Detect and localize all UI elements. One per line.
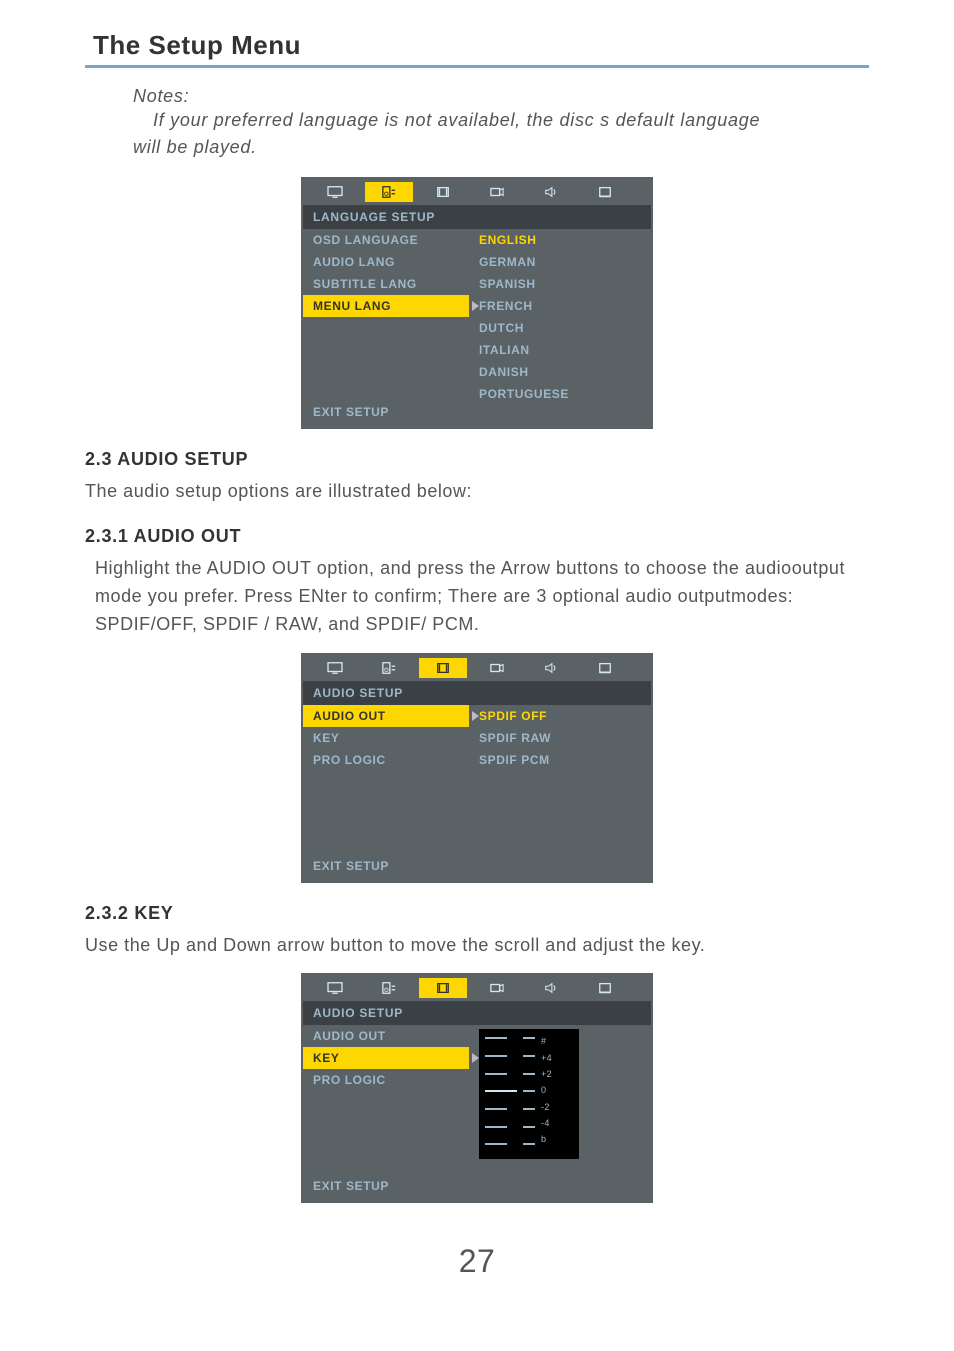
page-number: 27 bbox=[85, 1243, 869, 1280]
key-label: -4 bbox=[541, 1117, 552, 1129]
dolby-icon bbox=[419, 978, 467, 998]
key-tick bbox=[523, 1108, 535, 1110]
digital-icon bbox=[581, 658, 629, 678]
key-tick-current bbox=[485, 1090, 517, 1092]
menu-item[interactable]: PRO LOGIC bbox=[303, 1069, 469, 1091]
digital-icon bbox=[581, 978, 629, 998]
section-2-3-1-text: Highlight the AUDIO OUT option, and pres… bbox=[85, 555, 869, 639]
key-tick bbox=[485, 1055, 507, 1057]
menu-value[interactable]: DANISH bbox=[469, 361, 651, 383]
menu-value[interactable]: PORTUGUESE bbox=[469, 383, 651, 405]
video-icon bbox=[473, 658, 521, 678]
section-2-3-2: 2.3.2 KEY bbox=[85, 903, 869, 924]
menu-value-selected[interactable]: SPDIF OFF bbox=[469, 705, 651, 727]
key-labels: # +4 +2 0 -2 -4 b bbox=[541, 1035, 552, 1145]
menu-item[interactable]: AUDIO LANG bbox=[303, 251, 469, 273]
key-label: b bbox=[541, 1133, 552, 1145]
osd-menu-audio-out: AUDIO SETUP AUDIO OUT KEY PRO LOGIC EXIT… bbox=[301, 653, 653, 883]
dolby-icon bbox=[419, 658, 467, 678]
osd-menu-language: LANGUAGE SETUP OSD LANGUAGE AUDIO LANG S… bbox=[301, 177, 653, 429]
vol-icon bbox=[527, 978, 575, 998]
menu-value[interactable]: SPDIF RAW bbox=[469, 727, 651, 749]
key-ticks-2 bbox=[523, 1035, 535, 1145]
key-scale[interactable]: # +4 +2 0 -2 -4 b bbox=[479, 1029, 579, 1159]
section-2-3: 2.3 AUDIO SETUP bbox=[85, 449, 869, 470]
key-label: 0 bbox=[541, 1084, 552, 1096]
video-icon bbox=[473, 978, 521, 998]
key-tick bbox=[485, 1126, 507, 1128]
menu-right-key: # +4 +2 0 -2 -4 b bbox=[469, 1025, 651, 1201]
menu-item-selected[interactable]: AUDIO OUT bbox=[303, 705, 469, 727]
menu-title: AUDIO SETUP bbox=[303, 1001, 651, 1025]
key-tick bbox=[485, 1143, 507, 1145]
tab-row bbox=[303, 655, 651, 681]
vol-icon bbox=[527, 658, 575, 678]
key-tick bbox=[523, 1143, 535, 1145]
key-tick bbox=[485, 1037, 507, 1039]
menu-item[interactable]: OSD LANGUAGE bbox=[303, 229, 469, 251]
digital-icon bbox=[581, 182, 629, 202]
dolby-icon bbox=[419, 182, 467, 202]
key-label: -2 bbox=[541, 1101, 552, 1113]
menu-item[interactable]: PRO LOGIC bbox=[303, 749, 469, 771]
menu-item[interactable]: KEY bbox=[303, 727, 469, 749]
menu-value[interactable]: SPDIF PCM bbox=[469, 749, 651, 771]
menu-left: AUDIO OUT KEY PRO LOGIC EXIT SETUP bbox=[303, 705, 469, 881]
menu-title: LANGUAGE SETUP bbox=[303, 205, 651, 229]
notes-line2: will be played. bbox=[133, 134, 869, 161]
notes-block: Notes: If your preferred language is not… bbox=[85, 86, 869, 161]
section-2-3-1: 2.3.1 AUDIO OUT bbox=[85, 526, 869, 547]
key-tick bbox=[523, 1073, 535, 1075]
osd-menu-key: AUDIO SETUP AUDIO OUT KEY PRO LOGIC EXIT… bbox=[301, 973, 653, 1203]
menu-left: OSD LANGUAGE AUDIO LANG SUBTITLE LANG ME… bbox=[303, 229, 469, 427]
exit-setup[interactable]: EXIT SETUP bbox=[303, 401, 399, 423]
key-tick bbox=[485, 1073, 507, 1075]
speaker-icon bbox=[365, 658, 413, 678]
monitor-icon bbox=[311, 182, 359, 202]
key-ticks bbox=[485, 1035, 517, 1145]
menu-value[interactable]: FRENCH bbox=[469, 295, 651, 317]
exit-setup[interactable]: EXIT SETUP bbox=[303, 1175, 399, 1197]
key-tick bbox=[523, 1037, 535, 1039]
section-2-3-text: The audio setup options are illustrated … bbox=[85, 478, 869, 506]
menu-value[interactable]: ITALIAN bbox=[469, 339, 651, 361]
menu-item[interactable]: AUDIO OUT bbox=[303, 1025, 469, 1047]
menu-left: AUDIO OUT KEY PRO LOGIC EXIT SETUP bbox=[303, 1025, 469, 1201]
video-icon bbox=[473, 182, 521, 202]
menu-title: AUDIO SETUP bbox=[303, 681, 651, 705]
menu-item[interactable]: SUBTITLE LANG bbox=[303, 273, 469, 295]
section-2-3-2-text: Use the Up and Down arrow button to move… bbox=[85, 932, 869, 960]
monitor-icon bbox=[311, 658, 359, 678]
notes-label: Notes: bbox=[133, 86, 869, 107]
vol-icon bbox=[527, 182, 575, 202]
key-tick bbox=[523, 1090, 535, 1092]
menu-right: ENGLISH GERMAN SPANISH FRENCH DUTCH ITAL… bbox=[469, 229, 651, 427]
menu-value[interactable]: SPANISH bbox=[469, 273, 651, 295]
key-tick bbox=[523, 1055, 535, 1057]
key-label: # bbox=[541, 1035, 552, 1047]
notes-line1: If your preferred language is not availa… bbox=[133, 107, 869, 134]
exit-setup[interactable]: EXIT SETUP bbox=[303, 855, 399, 877]
tab-row bbox=[303, 975, 651, 1001]
speaker-icon bbox=[365, 182, 413, 202]
menu-value-selected[interactable]: ENGLISH bbox=[469, 229, 651, 251]
menu-item-selected[interactable]: KEY bbox=[303, 1047, 469, 1069]
page-title: The Setup Menu bbox=[85, 30, 869, 68]
tab-row bbox=[303, 179, 651, 205]
key-tick bbox=[485, 1108, 507, 1110]
key-label: +4 bbox=[541, 1052, 552, 1064]
menu-value[interactable]: GERMAN bbox=[469, 251, 651, 273]
monitor-icon bbox=[311, 978, 359, 998]
menu-value[interactable]: DUTCH bbox=[469, 317, 651, 339]
speaker-icon bbox=[365, 978, 413, 998]
key-label: +2 bbox=[541, 1068, 552, 1080]
menu-right: SPDIF OFF SPDIF RAW SPDIF PCM bbox=[469, 705, 651, 881]
menu-item-selected[interactable]: MENU LANG bbox=[303, 295, 469, 317]
key-tick bbox=[523, 1126, 535, 1128]
